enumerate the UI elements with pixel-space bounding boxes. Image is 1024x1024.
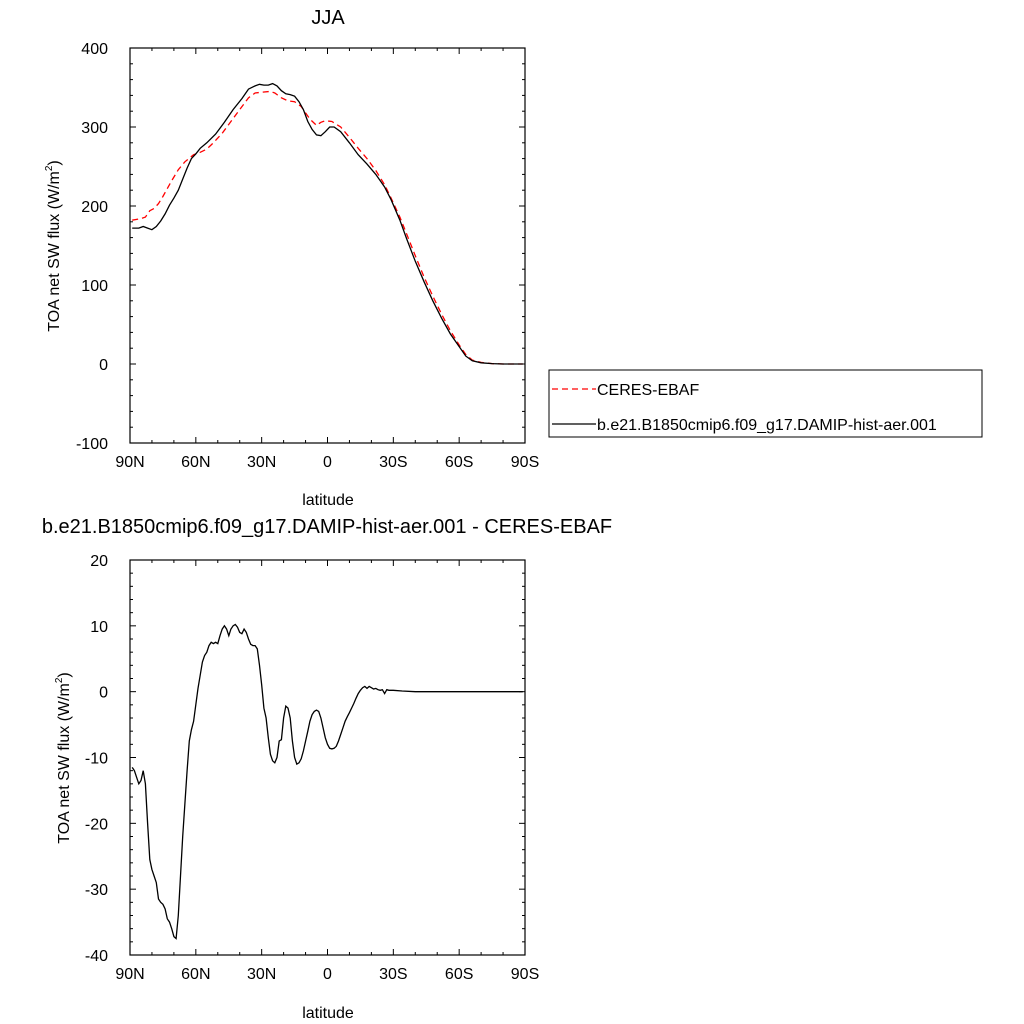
- top-chart-x-tick-label: 0: [323, 454, 332, 471]
- top-chart-y-tick-label: 0: [99, 357, 108, 374]
- top-chart-x-tick-label: 90N: [115, 454, 144, 471]
- top-chart-legend: CERES-EBAF b.e21.B1850cmip6.f09_g17.DAMI…: [548, 369, 983, 438]
- bottom-chart-y-tick-label: -30: [85, 882, 108, 899]
- top-chart-y-tick-label: -100: [76, 436, 108, 453]
- top-chart-panel: JJA 90N 60N 30N 0 30S 60S 90S -100 0 100 200 300 400…: [44, 7, 539, 509]
- top-chart-series-line-0: [132, 90, 523, 365]
- top-chart-series-line-1: [132, 82, 523, 365]
- top-chart-y-tick-label: 300: [81, 120, 108, 137]
- bottom-chart-y-tick-label: 10: [90, 619, 108, 636]
- bottom-chart-x-tick-label: 30N: [247, 966, 276, 983]
- top-chart-x-tick-label: 30S: [379, 454, 407, 471]
- bottom-chart-y-tick-label: -40: [85, 948, 108, 965]
- bottom-chart-x-axis-label: latitude: [302, 1005, 354, 1022]
- top-chart-x-tick-label: 90S: [511, 454, 539, 471]
- bottom-chart-x-tick-label: 60N: [181, 966, 210, 983]
- top-chart-y-tick-label: 100: [81, 278, 108, 295]
- bottom-chart-x-tick-label: 60S: [445, 966, 473, 983]
- legend-box: [548, 369, 983, 438]
- top-chart-y-axis-label: TOA net SW flux (W/m2): [44, 160, 63, 332]
- top-chart-x-tick-label: 60N: [181, 454, 210, 471]
- bottom-chart-panel: b.e21.B1850cmip6.f09_g17.DAMIP-hist-aer.…: [42, 516, 612, 1022]
- bottom-chart-x-tick-label: 0: [323, 966, 332, 983]
- bottom-chart-y-tick-label: -20: [85, 816, 108, 833]
- legend-label-ceres-ebaf: CERES-EBAF: [597, 382, 699, 399]
- bottom-chart-y-axis-label: TOA net SW flux (W/m2): [54, 672, 73, 844]
- top-chart-title: JJA: [311, 7, 345, 29]
- legend-label-model: b.e21.B1850cmip6.f09_g17.DAMIP-hist-aer.…: [597, 417, 937, 434]
- bottom-chart-y-tick-label: 0: [99, 685, 108, 702]
- bottom-chart-y-tick-label: 20: [90, 553, 108, 570]
- top-chart-plot: 90N 60N 30N 0 30S 60S 90S -100 0 100 200 300 400: [76, 41, 539, 471]
- bottom-chart-x-tick-label: 90N: [115, 966, 144, 983]
- top-chart-x-axis-label: latitude: [302, 492, 354, 509]
- top-chart-y-tick-label: 400: [81, 41, 108, 58]
- bottom-chart-title: b.e21.B1850cmip6.f09_g17.DAMIP-hist-aer.…: [42, 516, 612, 538]
- bottom-chart-x-tick-label: 90S: [511, 966, 539, 983]
- top-chart-y-tick-label: 200: [81, 199, 108, 216]
- bottom-chart-x-tick-label: 30S: [379, 966, 407, 983]
- bottom-chart-y-tick-label: -10: [85, 751, 108, 768]
- top-chart-x-tick-label: 30N: [247, 454, 276, 471]
- bottom-chart-series-line-0: [131, 623, 523, 940]
- top-chart-x-tick-label: 60S: [445, 454, 473, 471]
- bottom-chart-plot: 90N 60N 30N 0 30S 60S 90S -40 -30 -20 -10 0 10 20: [85, 553, 539, 983]
